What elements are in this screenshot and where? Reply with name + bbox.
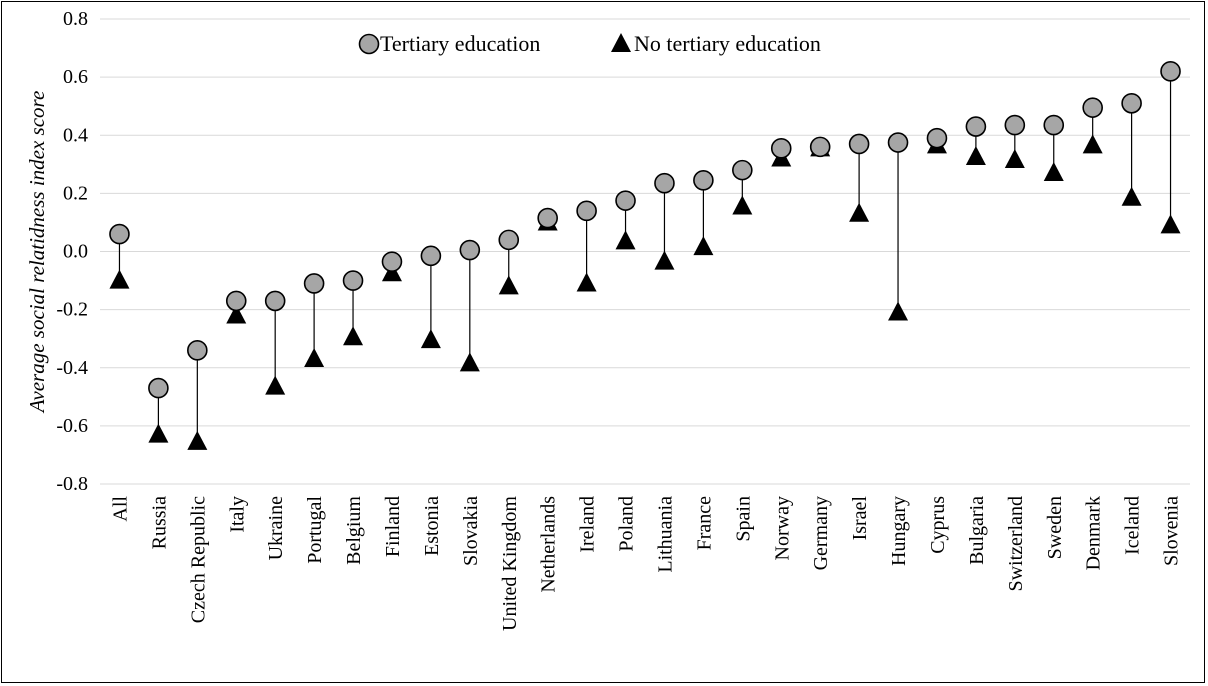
no-tertiary-point [343,326,364,346]
tertiary-point [1082,97,1103,118]
y-axis-label: Average social relatidness index score [25,91,49,415]
x-tick-label: Bulgaria [966,496,988,565]
x-tick-label: Belgium [343,496,365,565]
x-tick-label: Germany [810,496,832,570]
y-tick-label: 0.2 [63,182,88,204]
x-tick-label: All [109,496,131,522]
y-tick-label: -0.4 [56,357,88,379]
x-tick-label: Russia [148,496,170,549]
no-tertiary-point [849,202,870,222]
x-tick-label: Portugal [304,496,326,564]
tertiary-point [615,190,636,211]
x-tick-label: Israel [849,496,871,541]
tertiary-point [264,290,286,312]
tertiary-point [537,207,558,229]
tertiary-point [342,270,364,291]
tertiary-point [809,136,831,158]
tertiary-point [1160,61,1181,82]
x-tick-label: Lithuania [654,496,676,573]
x-tick-label: Finland [382,496,404,557]
no-tertiary-point [1004,148,1025,168]
gridlines [100,18,1190,485]
x-tick-label: Norway [771,496,793,560]
legend-triangle-icon [611,33,631,52]
x-tick-label: Cyprus [927,496,949,554]
x-axis: All Russia Czech Republic Italy Ukraine Portu… [109,496,1182,631]
x-tick-label: Ukraine [265,496,287,561]
tertiary-point [1004,114,1026,136]
tertiary-point [1043,114,1065,136]
x-tick-label: Hungary [888,496,910,566]
x-tick-label: France [693,496,715,551]
no-tertiary-point [265,375,286,395]
x-tick-label: Slovenia [1161,496,1183,566]
x-tick-label: Italy [226,496,248,533]
tertiary-point [420,245,442,267]
legend-label-tertiary: Tertiary education [380,31,540,56]
tertiary-point [459,239,481,261]
x-tick-label: Netherlands [538,496,560,593]
no-tertiary-point [1043,162,1064,182]
no-tertiary-point [732,195,753,215]
tertiary-point [1121,92,1142,114]
x-tick-label: Czech Republic [187,496,209,623]
no-tertiary-point [654,250,675,270]
no-tertiary-point [498,275,519,295]
no-tertiary-point [187,430,208,450]
y-axis: 0.8 0.6 0.4 0.2 0.0 -0.2 -0.4 -0.6 -0.8 [56,8,88,495]
y-tick-label: 0.6 [63,66,88,88]
no-tertiary-point [148,423,169,443]
no-tertiary-point [459,352,480,372]
x-tick-label: Switzerland [1005,496,1027,592]
tertiary-point [148,377,169,399]
no-tertiary-point [1082,134,1103,154]
no-tertiary-point [420,329,441,349]
tertiary-point [498,229,520,251]
legend-label-no-tertiary: No tertiary education [634,31,821,56]
tertiary-point [693,169,714,191]
tertiary-point [576,200,597,222]
y-tick-label: 0.0 [63,241,88,263]
no-tertiary-point [1160,214,1181,234]
x-tick-label: Estonia [421,496,443,556]
x-tick-label: Slovakia [460,496,482,566]
no-tertiary-point [693,236,714,256]
no-tertiary-point [965,146,986,166]
no-tertiary-point [226,304,247,324]
legend: Tertiary education No tertiary education [358,31,821,56]
tertiary-point [381,251,403,272]
tertiary-point [887,132,909,153]
x-tick-label: Spain [732,496,754,542]
y-tick-label: -0.6 [56,415,88,437]
no-tertiary-point [109,269,130,289]
tertiary-point [965,116,987,137]
tertiary-point [109,223,130,245]
y-tick-label: -0.2 [56,299,88,321]
x-tick-label: Iceland [1122,496,1144,555]
tertiary-point [848,133,870,155]
no-tertiary-point [888,301,909,321]
tertiary-point [187,340,208,361]
x-tick-label: Poland [616,496,638,552]
tertiary-point [225,290,247,312]
tertiary-point [303,273,325,294]
tertiary-point [732,159,753,181]
y-tick-label: 0.8 [63,8,88,30]
legend-circle-icon [358,33,380,55]
x-tick-label: Sweden [1044,496,1066,559]
y-tick-label: -0.8 [56,473,88,495]
series-tertiary [109,61,1181,399]
no-tertiary-point [576,272,597,292]
tertiary-point [926,127,948,149]
x-tick-label: Denmark [1083,496,1105,570]
x-tick-label: United Kingdom [499,496,521,631]
no-tertiary-point [615,230,636,250]
no-tertiary-point [1121,186,1142,206]
y-tick-label: 0.4 [63,124,88,146]
tertiary-point [654,172,675,194]
no-tertiary-point [304,348,325,368]
tertiary-point [770,138,792,159]
x-tick-label: Ireland [577,496,599,553]
